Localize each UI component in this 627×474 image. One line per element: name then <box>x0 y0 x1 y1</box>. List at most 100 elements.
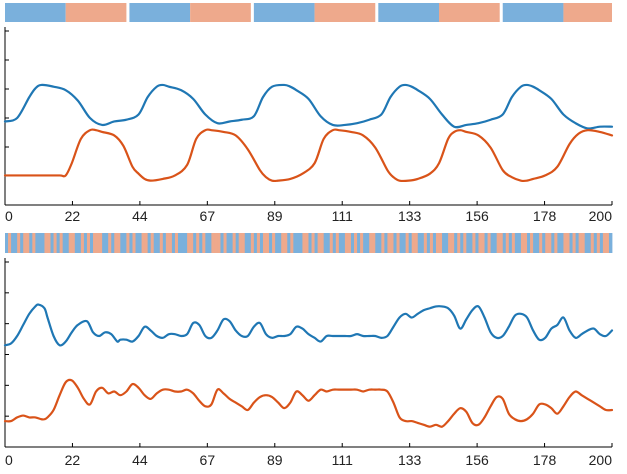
label-band-stripe <box>211 233 215 253</box>
label-band-stripe <box>599 233 604 253</box>
label-band-stripe <box>80 233 85 253</box>
label-band-segment <box>563 3 612 22</box>
label-band-stripe <box>332 233 337 253</box>
x-tick-label: 156 <box>465 208 489 224</box>
x-tick-label: 22 <box>65 208 81 224</box>
label-band-stripe <box>442 233 446 253</box>
label-band-stripe <box>484 233 488 253</box>
label-band-stripe <box>296 233 300 253</box>
label-band-stripe <box>177 233 182 253</box>
label-band-stripe <box>281 233 285 253</box>
label-band-stripe <box>369 233 373 253</box>
label-band-stripe <box>511 233 516 253</box>
label-band-stripe <box>563 233 567 253</box>
label-band-stripe <box>335 233 340 253</box>
label-band-stripe <box>323 233 328 253</box>
label-band-stripe <box>184 233 188 253</box>
label-band-stripe <box>402 233 407 253</box>
label-band-stripe <box>238 233 243 253</box>
label-band-stripe <box>253 233 258 253</box>
label-band-stripe <box>117 233 121 253</box>
label-band-stripe <box>387 233 391 253</box>
label-band-stripe <box>366 233 370 253</box>
x-tick-label: 67 <box>200 452 216 468</box>
label-band-stripe <box>223 233 227 253</box>
label-band-stripe <box>490 233 495 253</box>
label-band-stripe <box>20 233 24 253</box>
label-band-stripe <box>569 233 573 253</box>
label-band-stripe <box>435 233 440 253</box>
label-band-stripe <box>5 233 9 253</box>
label-band-stripe <box>496 233 501 253</box>
label-band-stripe <box>11 233 15 253</box>
label-band-stripe <box>481 233 485 253</box>
label-band-stripe <box>159 233 164 253</box>
label-band-stripe <box>466 233 470 253</box>
label-band-stripe <box>181 233 185 253</box>
label-band-stripe <box>469 233 473 253</box>
x-tick-label: 89 <box>267 452 283 468</box>
label-band-stripe <box>542 233 546 253</box>
label-band-stripe <box>523 233 528 253</box>
label-band-stripe <box>232 233 237 253</box>
label-band-stripe <box>141 233 146 253</box>
label-band-stripe <box>89 233 94 253</box>
label-band-segment <box>5 3 66 22</box>
label-band-stripe <box>235 233 240 253</box>
top-panel: 0 22 44 67 89 111 133 156 178 200 <box>3 3 614 224</box>
label-band-stripe <box>514 233 519 253</box>
label-band-stripe <box>378 233 382 253</box>
label-band-stripe <box>290 233 294 253</box>
label-band-stripe <box>533 233 537 253</box>
label-band-stripe <box>602 233 607 253</box>
label-band-stripe <box>596 233 601 253</box>
x-tick-label: 67 <box>200 208 216 224</box>
label-band-stripe <box>275 233 279 253</box>
label-band-stripe <box>329 233 334 253</box>
label-band-segment <box>439 3 500 22</box>
label-band-stripe <box>162 233 167 253</box>
label-band-stripe <box>539 233 543 253</box>
label-band-stripe <box>120 233 124 253</box>
label-band-stripe <box>308 233 312 253</box>
label-band-stripe <box>420 233 425 253</box>
label-band-stripe <box>32 233 36 253</box>
label-band-stripe <box>8 233 12 253</box>
label-band-stripe <box>114 233 118 253</box>
label-band-stripe <box>168 233 173 253</box>
label-band-stripe <box>581 233 586 253</box>
label-band-stripe <box>147 233 152 253</box>
label-band-stripe <box>381 233 385 253</box>
label-band-stripe <box>138 233 142 253</box>
label-band-stripe <box>59 233 64 253</box>
label-band-stripe <box>190 233 194 253</box>
label-band-stripe <box>572 233 576 253</box>
label-band-stripe <box>77 233 82 253</box>
label-band-stripe <box>272 233 276 253</box>
label-band-stripe <box>83 233 88 253</box>
label-band-stripe <box>326 233 331 253</box>
label-band-stripe <box>132 233 136 253</box>
label-band-stripe <box>375 233 379 253</box>
label-band-stripe <box>432 233 437 253</box>
x-tick-label: 178 <box>533 452 557 468</box>
label-band-stripe <box>208 233 212 253</box>
label-band-stripe <box>93 233 97 253</box>
label-band-stripe <box>220 233 224 253</box>
label-band-stripe <box>229 233 234 253</box>
x-tick-label: 0 <box>5 452 13 468</box>
label-band-stripe <box>545 233 549 253</box>
label-band-stripe <box>217 233 221 253</box>
label-band-stripe <box>35 233 39 253</box>
label-band-stripe <box>405 233 410 253</box>
label-band-stripe <box>363 233 367 253</box>
label-band-stripe <box>520 233 525 253</box>
label-band-stripe <box>417 233 422 253</box>
label-band-stripe <box>102 233 106 253</box>
label-band-stripe <box>372 233 376 253</box>
label-band-stripe <box>517 233 522 253</box>
label-band-stripe <box>262 233 267 253</box>
label-band-stripe <box>429 233 434 253</box>
label-band-stripe <box>14 233 18 253</box>
